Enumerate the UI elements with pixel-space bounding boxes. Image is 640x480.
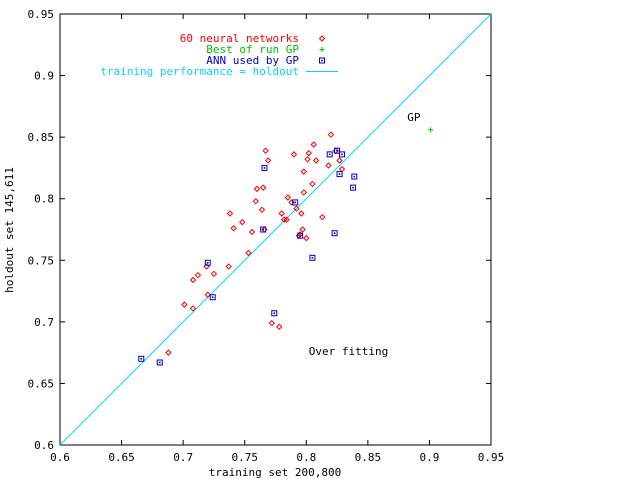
annotation-label: GP xyxy=(407,111,421,124)
legend-sample-plus xyxy=(319,47,325,52)
point-diamond xyxy=(165,349,172,356)
point-diamond xyxy=(189,276,197,284)
point-diamond xyxy=(258,206,266,214)
legend-sample-diamond xyxy=(318,35,326,42)
point-diamond xyxy=(309,180,316,188)
point-square xyxy=(271,310,278,317)
y-tick-label: 0.85 xyxy=(28,131,55,144)
point-square xyxy=(292,199,299,206)
point-diamond xyxy=(300,168,308,175)
data-points xyxy=(138,127,434,366)
point-square xyxy=(156,359,163,366)
x-tick-label: 0.95 xyxy=(478,451,505,464)
point-diamond xyxy=(298,210,305,217)
point-diamond xyxy=(264,157,272,164)
point-diamond xyxy=(204,291,211,298)
point-diamond xyxy=(280,216,288,223)
x-tick-label: 0.7 xyxy=(173,451,193,464)
annotations: GP Over fitting xyxy=(309,111,421,358)
point-square xyxy=(260,226,267,233)
point-diamond xyxy=(239,218,246,226)
point-diamond xyxy=(284,194,292,201)
holdout-equals-training-line xyxy=(59,13,492,446)
point-square xyxy=(204,259,211,266)
point-diamond xyxy=(305,149,312,157)
point-diamond xyxy=(327,131,335,138)
x-tick-label: 0.6 xyxy=(50,451,70,464)
point-square xyxy=(351,173,358,180)
point-diamond xyxy=(245,249,252,257)
x-tick-label: 0.85 xyxy=(355,451,382,464)
x-tick-label: 0.9 xyxy=(419,451,439,464)
point-diamond xyxy=(319,213,326,221)
point-diamond xyxy=(310,141,317,148)
x-tick-label: 0.75 xyxy=(231,451,258,464)
point-diamond xyxy=(248,228,256,236)
point-diamond xyxy=(288,199,295,206)
axis-ticks: 0.6 0.65 0.7 0.75 0.8 0.85 0.9 0.95 0.6 0.65 0.7 0.… xyxy=(28,8,505,464)
point-diamond xyxy=(189,305,197,312)
point-square xyxy=(326,151,333,158)
legend-sample-square xyxy=(319,57,325,64)
point-diamond xyxy=(253,185,261,193)
identity-line xyxy=(59,13,492,446)
x-tick-label: 0.8 xyxy=(296,451,316,464)
point-diamond xyxy=(225,263,232,270)
y-tick-label: 0.8 xyxy=(34,193,54,206)
point-diamond xyxy=(181,301,188,308)
legend-label: Best of run GP xyxy=(206,43,299,56)
point-plus xyxy=(428,127,434,133)
plot-frame xyxy=(59,13,492,446)
x-axis-label: training set 200,800 xyxy=(209,466,341,479)
point-diamond xyxy=(252,197,260,205)
y-tick-label: 0.7 xyxy=(34,316,54,329)
point-square xyxy=(334,147,341,154)
legend-label: training performance = holdout xyxy=(100,65,299,78)
y-tick-label: 0.65 xyxy=(28,377,55,390)
point-diamond xyxy=(300,189,308,196)
point-square xyxy=(297,232,304,239)
point-square xyxy=(138,355,145,362)
point-diamond xyxy=(325,162,332,169)
point-diamond xyxy=(336,157,343,164)
y-tick-label: 0.95 xyxy=(28,8,55,21)
point-diamond xyxy=(278,210,285,217)
y-tick-label: 0.75 xyxy=(28,254,55,267)
point-diamond xyxy=(259,184,267,191)
y-axis-label: holdout set 145,611 xyxy=(3,167,16,293)
point-square xyxy=(261,164,268,171)
point-diamond xyxy=(283,216,290,223)
point-square xyxy=(331,230,338,237)
point-square xyxy=(209,294,216,301)
point-diamond xyxy=(268,319,276,327)
x-tick-label: 0.65 xyxy=(108,451,135,464)
point-diamond xyxy=(303,234,310,242)
point-diamond xyxy=(304,156,311,163)
point-diamond xyxy=(293,205,300,212)
legend-label: 60 neural networks xyxy=(180,32,299,45)
point-diamond xyxy=(194,271,202,279)
point-square xyxy=(350,184,357,191)
point-diamond xyxy=(338,165,346,173)
point-diamond xyxy=(312,157,320,164)
point-diamond xyxy=(262,147,269,154)
point-diamond xyxy=(275,323,283,330)
annotation-label: Over fitting xyxy=(309,345,388,358)
legend-label: ANN used by GP xyxy=(206,54,299,67)
point-square xyxy=(309,254,316,261)
point-diamond xyxy=(210,270,218,278)
y-tick-label: 0.6 xyxy=(34,439,54,452)
point-diamond xyxy=(299,226,306,233)
point-diamond xyxy=(290,151,298,158)
point-diamond xyxy=(226,210,234,217)
point-square xyxy=(338,151,345,158)
y-tick-label: 0.9 xyxy=(34,70,54,83)
point-square xyxy=(336,171,343,178)
point-diamond xyxy=(230,225,237,232)
